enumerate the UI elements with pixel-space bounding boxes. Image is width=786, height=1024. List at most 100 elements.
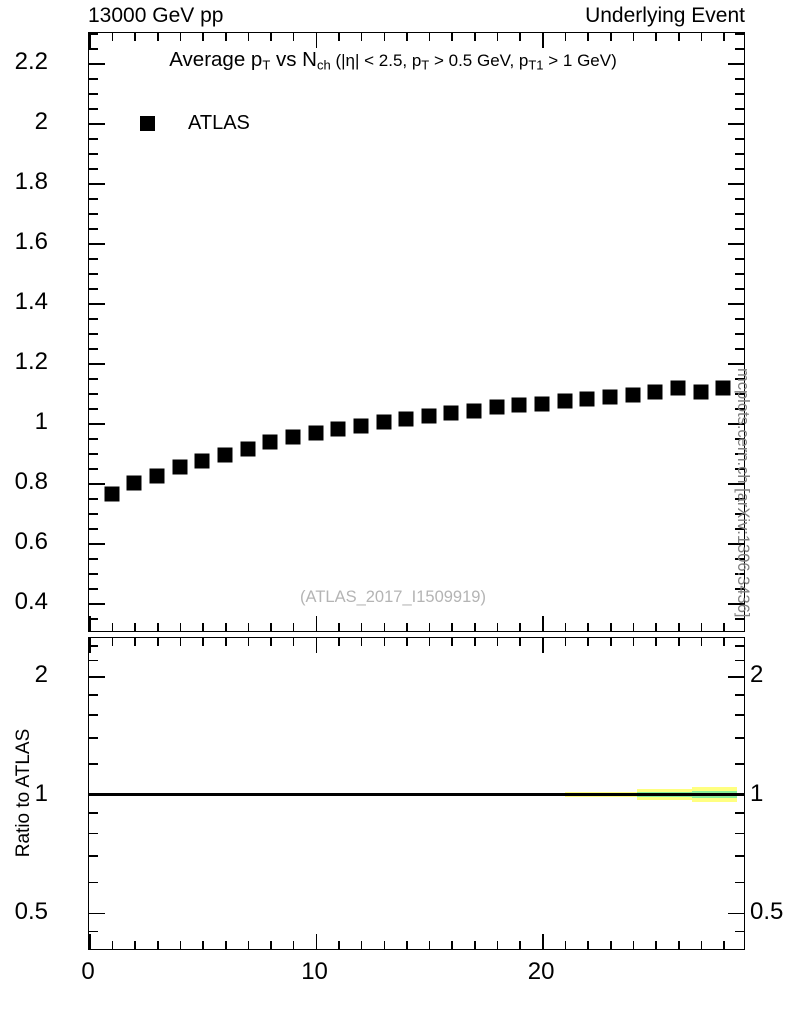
axis-tick: [474, 941, 476, 949]
axis-tick: [735, 228, 744, 230]
axis-tick: [610, 33, 612, 41]
axis-tick: [728, 243, 744, 245]
axis-tick: [735, 714, 744, 716]
ratio-reference-line: [89, 793, 744, 796]
axis-tick: [610, 638, 612, 646]
axis-tick: [728, 543, 744, 545]
axis-tick: [179, 638, 182, 646]
axis-tick: [451, 638, 454, 646]
axis-tick: [338, 623, 340, 631]
ratio-plot-area: [89, 638, 744, 949]
axis-tick: [735, 659, 744, 662]
y-axis-tick-label: 0.6: [14, 528, 48, 555]
axis-tick: [728, 303, 744, 305]
axis-tick: [89, 198, 98, 200]
data-point-marker: [602, 389, 618, 405]
axis-tick: [735, 832, 744, 835]
axis-tick: [735, 153, 744, 155]
axis-tick: [111, 623, 114, 631]
analysis-id-watermark: (ATLAS_2017_I1509919): [300, 588, 486, 606]
data-point-marker: [466, 403, 482, 419]
axis-tick: [735, 528, 744, 530]
axis-tick: [519, 623, 522, 631]
axis-tick: [735, 33, 744, 35]
axis-tick: [632, 623, 635, 631]
axis-tick: [496, 941, 499, 949]
axis-tick: [587, 941, 589, 949]
data-point-marker: [511, 397, 527, 413]
axis-tick: [89, 616, 91, 631]
data-point-marker: [557, 393, 573, 409]
axis-tick: [735, 498, 744, 500]
axis-tick: [89, 644, 98, 647]
axis-tick: [678, 623, 680, 631]
axis-tick: [735, 48, 744, 50]
axis-tick: [89, 333, 98, 335]
axis-tick: [406, 638, 408, 646]
axis-tick: [728, 123, 744, 125]
axis-tick: [735, 855, 744, 857]
axis-tick: [315, 33, 318, 48]
axis-tick: [735, 468, 744, 470]
axis-tick: [474, 638, 476, 646]
axis-tick: [89, 123, 105, 125]
axis-tick: [89, 288, 98, 290]
axis-tick: [735, 348, 744, 350]
axis-tick: [428, 33, 431, 41]
axis-tick: [564, 623, 567, 631]
ratio-y-tick-label-right: 0.5: [750, 897, 784, 925]
axis-tick: [89, 618, 98, 620]
axis-tick: [451, 33, 454, 41]
legend-label-atlas: ATLAS: [188, 112, 250, 134]
axis-tick: [89, 93, 98, 95]
title-sub-t2: T: [421, 57, 430, 73]
y-axis-tick-label: 1: [34, 408, 48, 435]
axis-tick: [315, 638, 318, 653]
axis-tick: [89, 348, 98, 350]
axis-tick: [700, 941, 703, 949]
axis-tick: [89, 168, 98, 170]
axis-tick: [655, 638, 657, 646]
axis-tick: [519, 33, 522, 41]
axis-tick: [735, 168, 744, 170]
data-point-marker: [376, 414, 392, 430]
ratio-y-tick-label-right: 1: [750, 779, 764, 807]
axis-tick: [632, 941, 635, 949]
ratio-y-tick-label-left: 2: [34, 661, 48, 689]
title-sub-ch: ch: [316, 57, 331, 73]
axis-tick: [89, 737, 98, 739]
data-point-marker: [194, 453, 210, 468]
axis-tick: [700, 638, 703, 646]
axis-tick: [360, 33, 363, 41]
y-axis-tick-label: 0.8: [14, 468, 48, 495]
axis-tick: [542, 934, 544, 949]
axis-tick: [728, 912, 744, 915]
axis-tick: [202, 638, 204, 646]
axis-tick: [735, 333, 744, 335]
data-point-marker: [715, 380, 731, 396]
axis-tick: [224, 623, 227, 631]
axis-tick: [179, 941, 182, 949]
title-cond-mid: > 0.5 GeV, p: [429, 51, 529, 70]
data-point-marker: [149, 468, 165, 484]
axis-tick: [519, 941, 522, 949]
axis-tick: [89, 543, 105, 545]
axis-tick: [89, 832, 98, 835]
y-axis-tick-label: 2.2: [14, 48, 48, 75]
axis-tick: [655, 33, 657, 41]
axis-tick: [292, 941, 295, 949]
axis-tick: [735, 618, 744, 620]
axis-tick: [728, 603, 744, 605]
axis-tick: [89, 108, 98, 110]
axis-tick: [270, 941, 272, 949]
y-axis-tick-label: 2: [34, 108, 48, 135]
axis-tick: [496, 623, 499, 631]
data-point-marker: [579, 391, 595, 407]
axis-tick: [224, 941, 227, 949]
data-point-marker: [353, 418, 369, 434]
axis-tick: [89, 453, 98, 455]
axis-tick: [496, 638, 499, 646]
axis-tick: [111, 33, 114, 41]
ratio-y-tick-label-left: 1: [34, 779, 48, 807]
axis-tick: [89, 934, 91, 949]
